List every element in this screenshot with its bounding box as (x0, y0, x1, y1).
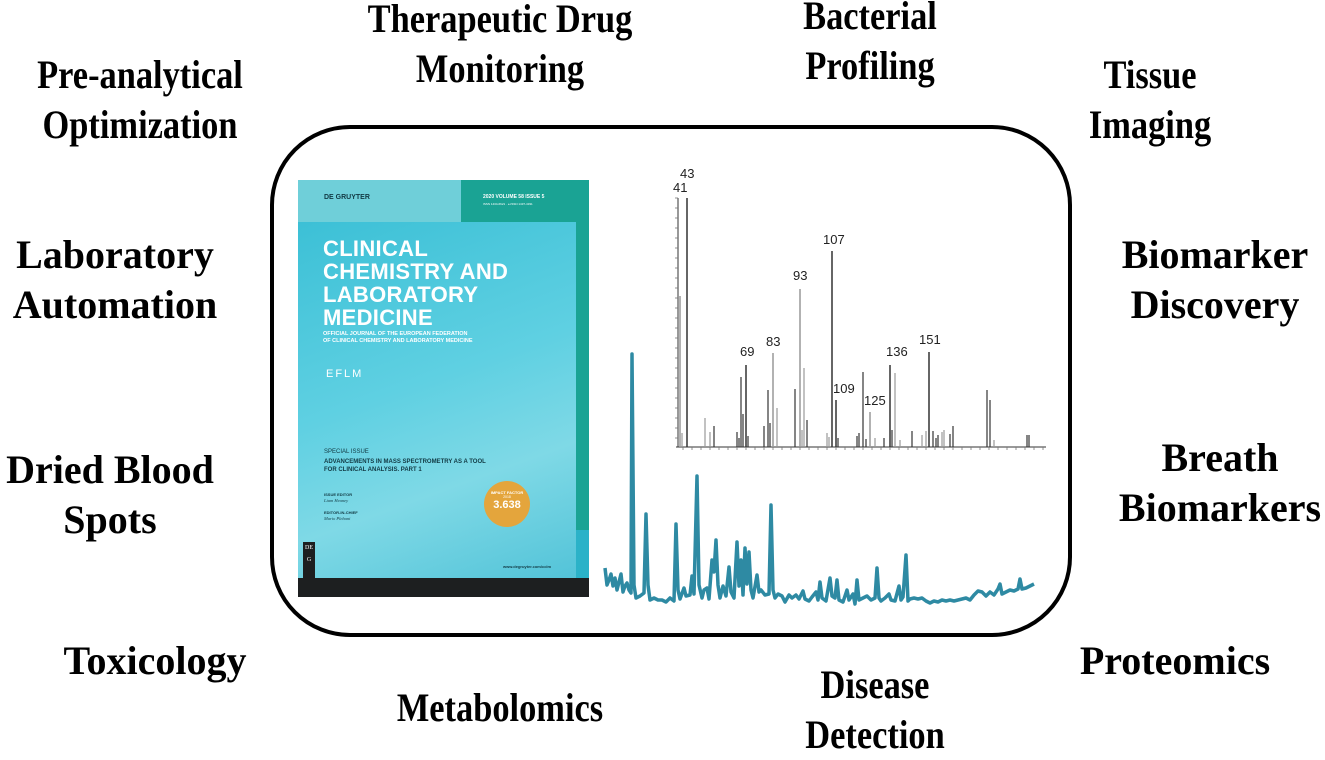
impact-factor-badge: IMPACT FACTOR 2018 3.638 (484, 481, 530, 527)
peak-label: 69 (740, 344, 754, 359)
label-line: Biomarker (1121, 232, 1309, 277)
peak-label: 125 (864, 393, 886, 408)
label-pre-analytical-optimization: Pre-analytical Optimization (28, 50, 252, 150)
cover-top-left-panel (298, 180, 461, 222)
eflm-logo: EFLM (326, 368, 364, 380)
label-line: Bacterial (803, 0, 937, 38)
label-line: Profiling (805, 43, 935, 88)
peak-label: 109 (833, 381, 855, 396)
cover-subtitle-line: OFFICIAL JOURNAL OF THE EUROPEAN FEDERAT… (323, 331, 468, 337)
cover-special-title-line: ADVANCEMENTS IN MASS SPECTROMETRY AS A T… (324, 459, 486, 465)
cover-issue: 2020 VOLUME 58 ISSUE 5 (483, 194, 545, 200)
cover-url: www.degruyter.com/cclm (503, 564, 552, 569)
cover-special-title: ADVANCEMENTS IN MASS SPECTROMETRY AS A T… (324, 458, 486, 474)
label-line: Disease (820, 662, 930, 707)
label-line: Toxicology (63, 638, 247, 683)
label-line: Metabolomics (396, 685, 604, 730)
cover-eic: Mario Plebani (324, 516, 351, 521)
cover-eic-label: EDITOR-IN-CHIEF (324, 510, 358, 515)
peak-label: 93 (793, 268, 807, 283)
rounded-frame (270, 125, 1072, 637)
label-line: Breath (1161, 435, 1279, 480)
peak-label: 41 (673, 180, 687, 195)
cover-issue-editor: Liam Heaney (324, 498, 349, 503)
cover-special-issue: SPECIAL ISSUE (324, 449, 369, 455)
cover-publisher: DE GRUYTER (324, 194, 370, 201)
impact-factor-label: IMPACT FACTOR (490, 490, 524, 495)
mass-spectrum: 41 43 69 83 93 107 109 125 136 151 (673, 166, 1046, 450)
label-bacterial-profiling: Bacterial Profiling (784, 0, 956, 91)
cover-title-line: CHEMISTRY AND (323, 259, 509, 284)
label-line: Therapeutic Drug (367, 0, 633, 41)
cover-main-panel (298, 222, 576, 580)
label-line: Dried Blood (6, 447, 214, 492)
label-line: Automation (12, 282, 218, 327)
label-laboratory-automation: Laboratory Automation (0, 230, 230, 330)
label-line: Optimization (42, 102, 238, 147)
label-biomarker-discovery: Biomarker Discovery (1105, 230, 1325, 330)
impact-factor-value: 3.638 (493, 499, 521, 511)
label-line: Pre-analytical (37, 52, 243, 97)
cover-bottom-band (298, 578, 589, 597)
label-line: Discovery (1130, 282, 1300, 327)
peak-label: 151 (919, 332, 941, 347)
label-metabolomics: Metabolomics (388, 683, 612, 733)
label-line: Tissue (1103, 52, 1197, 97)
label-line: Imaging (1088, 102, 1212, 147)
chromatogram-trace (603, 352, 1035, 606)
impact-factor-year: 2018 (503, 495, 511, 499)
label-therapeutic-drug-monitoring: Therapeutic Drug Monitoring (358, 0, 642, 94)
peak-label: 136 (886, 344, 908, 359)
label-line: Proteomics (1079, 638, 1271, 683)
label-toxicology: Toxicology (55, 636, 255, 686)
cover-issue-editor-label: ISSUE EDITOR (324, 492, 353, 497)
cover-special-title-line: FOR CLINICAL ANALYSIS. PART 1 (324, 467, 422, 473)
label-proteomics: Proteomics (1075, 636, 1275, 686)
cover-subtitle-line: OF CLINICAL CHEMISTRY AND LABORATORY MED… (323, 338, 473, 344)
cover-title: CLINICAL CHEMISTRY AND LABORATORY MEDICI… (323, 237, 508, 329)
label-breath-biomarkers: Breath Biomarkers (1110, 433, 1325, 533)
label-line: Monitoring (415, 46, 585, 91)
peak-label: 43 (680, 166, 694, 181)
peak-label: 107 (823, 232, 845, 247)
de-gruyter-logo: DE G (303, 542, 315, 578)
label-line: Biomarkers (1118, 485, 1322, 530)
label-line: Spots (63, 497, 157, 542)
label-line: Laboratory (16, 232, 214, 277)
cover-title-line: MEDICINE (323, 305, 433, 330)
label-dried-blood-spots: Dried Blood Spots (0, 445, 220, 545)
label-tissue-imaging: Tissue Imaging (1081, 50, 1219, 150)
cover-issn: ISSN 1434-6621 · e-ISSN 1437-4331 (483, 202, 533, 206)
cover-subtitle: OFFICIAL JOURNAL OF THE EUROPEAN FEDERAT… (323, 331, 473, 345)
de-gruyter-logo-text: DE G (305, 545, 313, 563)
journal-cover: DE GRUYTER 2020 VOLUME 58 ISSUE 5 ISSN 1… (298, 180, 589, 597)
cover-title-line: CLINICAL (323, 236, 429, 261)
cover-title-line: LABORATORY (323, 282, 479, 307)
peak-label: 83 (766, 334, 780, 349)
